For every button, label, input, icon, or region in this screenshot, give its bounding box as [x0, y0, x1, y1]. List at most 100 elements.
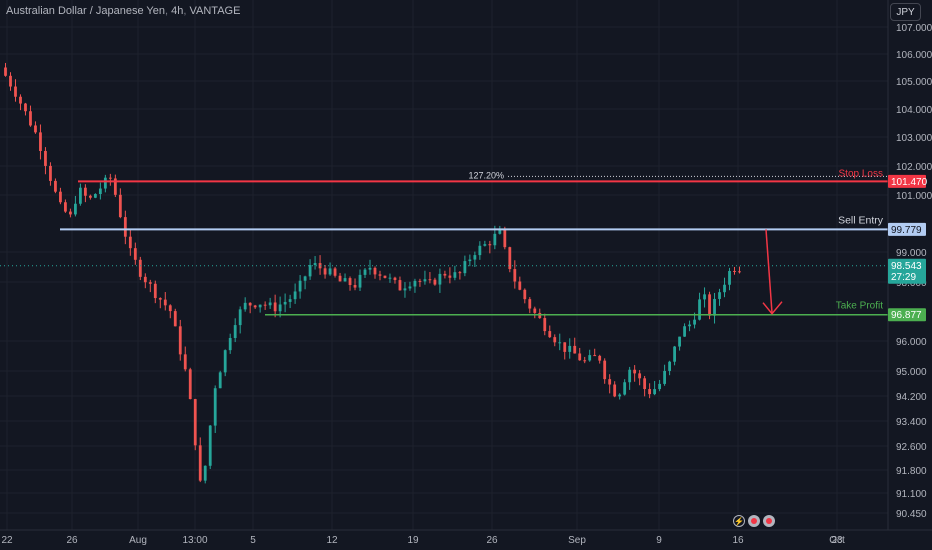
candle-body: [498, 229, 502, 234]
candle-body: [288, 299, 292, 302]
candle-body: [39, 132, 42, 151]
candle-body: [488, 244, 492, 246]
time-tick-label: Sep: [568, 535, 586, 546]
candle-body: [528, 299, 532, 309]
candle-body: [118, 194, 122, 218]
candle-body: [603, 360, 607, 380]
flash-icon[interactable]: ⚡: [733, 515, 745, 527]
price-tick-label: 95.000: [896, 367, 927, 378]
candle-body: [663, 370, 667, 384]
candle-body: [398, 280, 402, 291]
candle-body: [618, 394, 622, 397]
flag-icon[interactable]: [748, 515, 760, 527]
candle-body: [698, 299, 701, 320]
currency-button[interactable]: JPY: [890, 3, 921, 21]
candle-body: [738, 271, 741, 273]
stop-loss-label: Stop Loss: [839, 168, 883, 179]
candle-body: [228, 337, 232, 351]
price-tick-label: 102.000: [896, 162, 932, 173]
candle-body: [173, 311, 177, 327]
take-profit-price-tag-bg: [888, 308, 926, 322]
candle-body: [19, 96, 22, 104]
flag-icon[interactable]: [763, 515, 775, 527]
candle-body: [243, 302, 247, 310]
candle-body: [69, 211, 72, 215]
candle-body: [123, 217, 127, 237]
time-tick-label: 26: [66, 535, 78, 546]
stop-loss-price-tag: 101.470: [891, 177, 928, 188]
time-tick-label: Oct: [829, 535, 845, 546]
candle-body: [223, 350, 227, 373]
candle-body: [403, 288, 407, 291]
candle-body: [328, 268, 332, 275]
sell-entry-label: Sell Entry: [838, 214, 884, 226]
candle-body: [278, 304, 282, 312]
price-tick-label: 106.000: [896, 50, 932, 61]
candle-body: [83, 187, 87, 196]
sell-entry-price-tag-bg: [888, 222, 926, 236]
candle-body: [673, 346, 676, 362]
price-tick-label: 103.000: [896, 133, 932, 144]
candle-body: [688, 324, 691, 327]
price-tick-label: 101.000: [896, 191, 932, 202]
candle-body: [163, 299, 167, 306]
candle-body: [323, 268, 327, 275]
candle-body: [49, 165, 52, 181]
candle-body: [478, 245, 482, 256]
candle-body: [598, 355, 602, 361]
candle-body: [558, 342, 562, 344]
candle-body: [59, 191, 62, 203]
candle-body: [108, 177, 112, 179]
candle-body: [238, 309, 242, 326]
candle-body: [518, 281, 522, 290]
candle-body: [333, 268, 337, 276]
candle-body: [383, 275, 387, 278]
sell-arrow: [762, 229, 783, 315]
take-profit-price-tag: 96.877: [891, 310, 922, 321]
candle-body: [343, 278, 347, 282]
arrow-head: [762, 301, 783, 315]
candle-body: [153, 283, 157, 299]
candle-body: [258, 304, 262, 308]
time-tick-label: 16: [732, 535, 744, 546]
candle-body: [483, 244, 487, 246]
candle-body: [93, 194, 97, 198]
candle-body: [213, 388, 217, 426]
candle-body: [363, 269, 367, 275]
candle-body: [4, 67, 7, 76]
price-tick-label: 92.600: [896, 442, 927, 453]
candle-body: [253, 305, 257, 308]
candle-body: [298, 280, 302, 292]
candle-body: [113, 178, 117, 195]
candle-body: [88, 195, 92, 198]
candle-body: [78, 187, 82, 204]
sell-entry-price-tag: 99.779: [891, 225, 922, 236]
candle-body: [718, 292, 721, 299]
candle-body: [703, 294, 706, 300]
candle-body: [593, 355, 597, 357]
chart-event-icons: ⚡: [733, 515, 775, 527]
time-tick-label: 19: [407, 535, 419, 546]
candle-body: [368, 267, 372, 270]
candle-body: [353, 285, 357, 288]
candle-body: [203, 465, 207, 481]
price-tick-label: 93.400: [896, 417, 927, 428]
candle-body: [143, 276, 147, 283]
candle-body: [568, 345, 572, 352]
candle-body: [418, 280, 422, 282]
candle-body: [563, 342, 567, 352]
candle-body: [133, 248, 137, 260]
candle-body: [188, 369, 192, 400]
time-tick-label: 23: [831, 535, 843, 546]
candle-body: [628, 369, 632, 383]
candle-body: [128, 236, 132, 249]
candle-body: [64, 202, 67, 212]
candle-body: [583, 360, 587, 362]
candle-body: [24, 103, 27, 112]
price-tick-label: 90.450: [896, 509, 927, 520]
candle-body: [463, 261, 467, 274]
candle-body: [493, 233, 497, 246]
candle-body: [578, 353, 582, 361]
